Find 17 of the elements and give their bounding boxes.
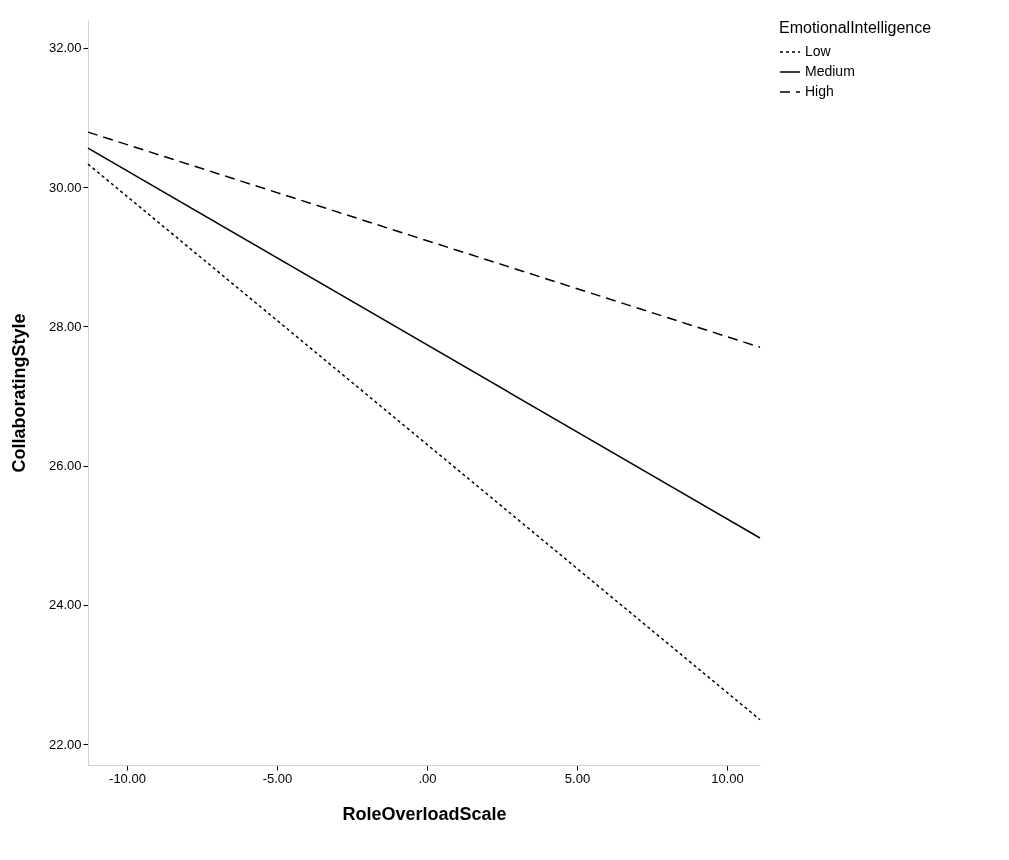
legend-title: EmotionalIntelligence: [779, 19, 932, 36]
y-tick-label: 30.00: [48, 179, 82, 195]
legend-label: High: [805, 83, 834, 99]
y-tick-label: 28.00: [48, 318, 82, 334]
y-tick-label: 24.00: [48, 597, 82, 613]
x-tick-label: -10.00: [109, 770, 146, 786]
x-axis-title: RoleOverloadScale: [342, 803, 507, 824]
y-tick-label: 26.00: [48, 458, 82, 474]
legend-label: Medium: [805, 63, 855, 79]
x-tick-label: -5.00: [262, 770, 293, 786]
x-tick-label: .00: [418, 770, 437, 786]
y-tick-label: 32.00: [48, 40, 82, 56]
x-tick-label: 5.00: [564, 770, 591, 786]
legend-label: Low: [805, 43, 832, 59]
y-tick-label: 22.00: [48, 736, 82, 752]
x-tick-label: 10.00: [711, 770, 744, 786]
y-axis-title: CollaboratingStyle: [8, 313, 29, 473]
